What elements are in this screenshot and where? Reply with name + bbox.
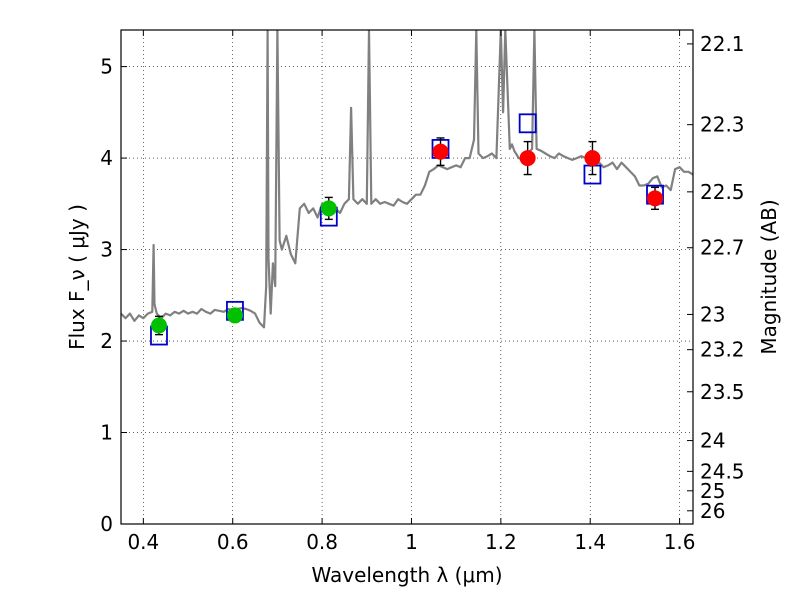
y-tick-label: 2 — [100, 329, 113, 353]
mag-tick-label: 23.2 — [700, 338, 745, 362]
mag-tick-label: 22.3 — [700, 113, 745, 137]
mag-tick-label: 26 — [700, 499, 725, 523]
mag-tick-label: 22.5 — [700, 180, 745, 204]
model-photometry-square — [518, 113, 537, 134]
mag-tick-label: 22.1 — [700, 32, 745, 56]
y-tick-label: 1 — [100, 421, 113, 445]
nir-data-point — [584, 150, 601, 167]
x-axis-title: Wavelength λ (μm) — [311, 563, 502, 587]
x-tick-label: 1.4 — [574, 530, 606, 554]
plot-frame — [120, 29, 694, 525]
x-tick-label: 1 — [405, 530, 418, 554]
y2-axis-title: Magnitude (AB) — [757, 199, 781, 354]
mag-tick-label: 23 — [700, 302, 725, 326]
x-tick-label: 1.2 — [485, 530, 517, 554]
axis-ticks: 0.4 0.6 0.8 1 1.2 1.4 1.601234522.122.322.522.… — [100, 30, 745, 554]
data-marks — [150, 113, 664, 346]
y-axis-title: Flux F_ν ( μJy ) — [65, 204, 89, 350]
y-tick-label: 4 — [100, 146, 113, 170]
optical-data-point — [226, 307, 243, 324]
optical-data-point — [150, 317, 167, 334]
mag-tick-label: 25 — [700, 479, 725, 503]
mag-tick-label: 24 — [700, 429, 725, 453]
mag-tick-label: 22.7 — [700, 236, 745, 260]
x-tick-label: 0.6 — [217, 530, 249, 554]
y-tick-label: 0 — [100, 512, 113, 536]
nir-data-point — [647, 190, 664, 207]
x-tick-label: 0.4 — [127, 530, 159, 554]
optical-data-point — [320, 200, 337, 217]
nir-data-point — [432, 143, 449, 160]
mag-tick-label: 24.5 — [700, 459, 745, 483]
x-tick-label: 0.8 — [306, 530, 338, 554]
nir-data-point — [519, 150, 536, 167]
plot-background — [121, 30, 693, 524]
x-tick-label: 1.6 — [664, 530, 696, 554]
mag-tick-label: 23.5 — [700, 380, 745, 404]
y-tick-label: 3 — [100, 238, 113, 262]
y-tick-label: 5 — [100, 55, 113, 79]
